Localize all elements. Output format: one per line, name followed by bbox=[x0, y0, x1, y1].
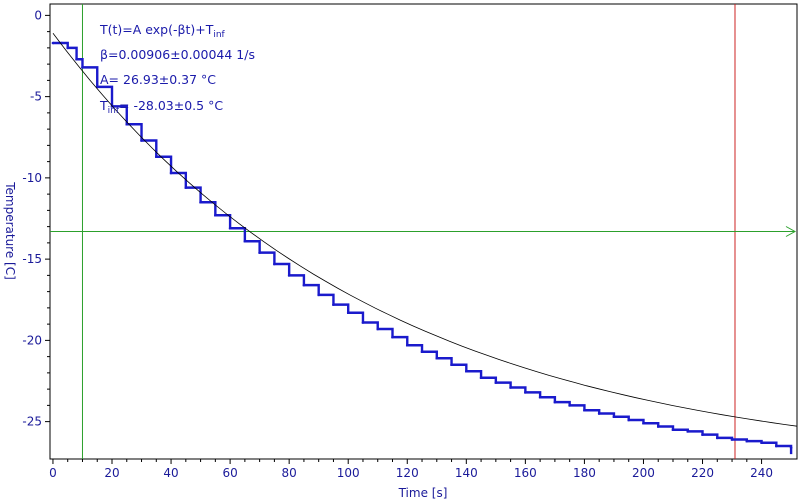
y-tick-label: -15 bbox=[22, 252, 42, 266]
x-tick-label: 220 bbox=[691, 466, 714, 480]
data-point bbox=[642, 421, 645, 425]
x-tick-label: 20 bbox=[104, 466, 119, 480]
data-point bbox=[154, 155, 158, 159]
data-point bbox=[140, 139, 143, 142]
y-tick-label: -25 bbox=[22, 415, 42, 429]
data-point bbox=[715, 436, 719, 440]
data-point bbox=[391, 335, 394, 339]
y-tick-label: -20 bbox=[22, 333, 42, 347]
data-point bbox=[420, 350, 424, 354]
x-tick-label: 100 bbox=[337, 466, 360, 480]
data-point bbox=[302, 283, 306, 287]
data-point bbox=[789, 446, 793, 449]
data-point bbox=[332, 303, 335, 306]
data-point bbox=[435, 356, 439, 360]
data-point bbox=[745, 439, 749, 443]
x-tick-label: 240 bbox=[750, 466, 773, 480]
data-point bbox=[287, 274, 291, 277]
fit-beta: β=0.00906±0.00044 1/s bbox=[100, 47, 255, 62]
data-point bbox=[346, 311, 350, 315]
data-point bbox=[671, 428, 675, 432]
data-point bbox=[583, 408, 586, 412]
data-point bbox=[509, 386, 512, 389]
data-point bbox=[81, 66, 84, 69]
data-point bbox=[199, 200, 202, 204]
fit-amplitude: A= 26.93±0.37 °C bbox=[100, 72, 216, 87]
x-tick-label: 120 bbox=[396, 466, 419, 480]
fit-formula: T(t)=A exp(-βt)+Tinf bbox=[99, 22, 226, 40]
data-point bbox=[376, 327, 380, 331]
cursor-arrow-head bbox=[785, 226, 797, 237]
data-point bbox=[51, 41, 55, 45]
data-point bbox=[228, 226, 232, 230]
cursor-lines bbox=[50, 4, 797, 459]
data-point bbox=[450, 363, 453, 367]
data-point bbox=[66, 46, 70, 50]
x-tick-label: 60 bbox=[222, 466, 237, 480]
data-point bbox=[656, 425, 660, 428]
y-tick-label: 0 bbox=[34, 8, 42, 22]
data-point bbox=[494, 381, 498, 384]
data-point bbox=[75, 57, 78, 61]
data-point bbox=[627, 418, 631, 422]
x-tick-label: 40 bbox=[163, 466, 178, 480]
data-point bbox=[730, 438, 734, 441]
data-point bbox=[538, 395, 542, 399]
data-point bbox=[553, 400, 557, 404]
data-point bbox=[524, 391, 527, 394]
y-tick-label: -5 bbox=[30, 90, 42, 104]
axis-ticks: 0 20 40 60 80 100 120 140 160 180 200 220 240 0 -5 -10 -… bbox=[22, 8, 773, 480]
data-point bbox=[405, 343, 409, 347]
x-tick-label: 200 bbox=[632, 466, 655, 480]
exponential-fit-curve bbox=[52, 33, 798, 427]
data-point bbox=[214, 213, 217, 217]
data-point bbox=[361, 321, 365, 324]
data-point bbox=[317, 293, 320, 297]
data-point bbox=[568, 404, 571, 407]
data-point bbox=[686, 430, 690, 433]
data-point bbox=[258, 251, 261, 254]
data-point bbox=[465, 369, 468, 373]
y-axis-label: Temperature [C] bbox=[3, 181, 17, 280]
data-point bbox=[775, 444, 778, 448]
data-point bbox=[479, 376, 483, 380]
data-point bbox=[612, 415, 616, 419]
data-point bbox=[125, 122, 129, 126]
x-tick-label: 80 bbox=[282, 466, 297, 480]
x-tick-label: 0 bbox=[49, 466, 57, 480]
data-point bbox=[243, 239, 247, 243]
fit-annotation: T(t)=A exp(-βt)+Tinf β=0.00906±0.00044 1… bbox=[99, 22, 255, 116]
fit-tinf: Tinf= -28.03±0.5 °C bbox=[99, 98, 223, 116]
data-point bbox=[273, 262, 276, 266]
data-point bbox=[169, 171, 173, 175]
data-point bbox=[701, 433, 704, 436]
x-tick-label: 160 bbox=[514, 466, 537, 480]
x-axis-label: Time [s] bbox=[398, 486, 448, 500]
data-series bbox=[51, 33, 798, 455]
data-point bbox=[184, 186, 188, 189]
x-tick-label: 180 bbox=[573, 466, 596, 480]
data-point bbox=[760, 441, 763, 445]
x-tick-label: 140 bbox=[455, 466, 478, 480]
data-point bbox=[597, 412, 601, 415]
y-tick-label: -10 bbox=[22, 171, 42, 185]
